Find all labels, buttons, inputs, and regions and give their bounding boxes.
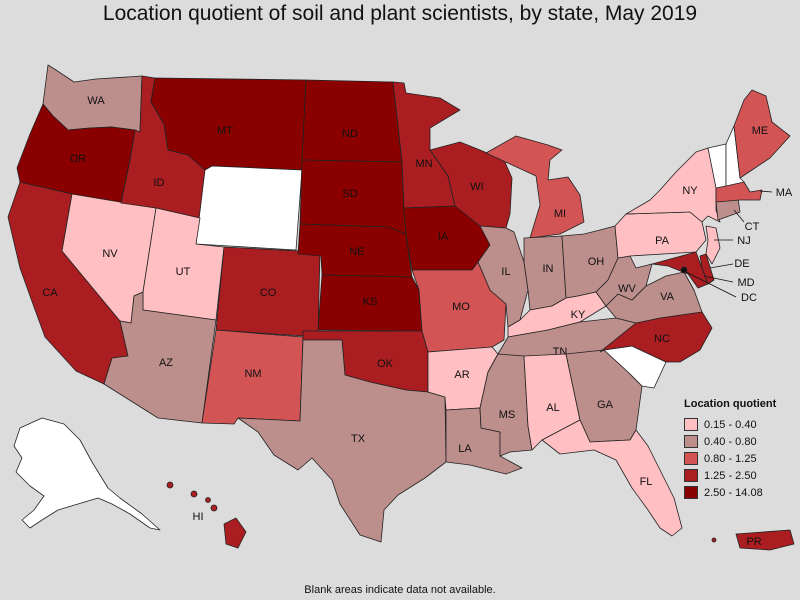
state-label-MA: MA bbox=[776, 187, 793, 199]
state-HI[interactable] bbox=[166, 481, 247, 549]
state-label-ME: ME bbox=[752, 125, 769, 137]
legend-swatch bbox=[684, 469, 698, 482]
state-label-OK: OK bbox=[377, 358, 394, 370]
state-MI[interactable] bbox=[485, 135, 585, 239]
state-ME[interactable] bbox=[733, 89, 791, 179]
state-label-IA: IA bbox=[438, 231, 449, 243]
state-DC[interactable] bbox=[680, 266, 688, 274]
state-label-MT: MT bbox=[217, 125, 233, 137]
state-NY[interactable] bbox=[625, 147, 721, 223]
legend: Location quotient 0.15 - 0.40 0.40 - 0.8… bbox=[684, 398, 796, 501]
footnote: Blank areas indicate data not available. bbox=[304, 584, 496, 596]
state-MS[interactable] bbox=[479, 353, 533, 457]
state-label-OR: OR bbox=[70, 153, 87, 165]
legend-item: 1.25 - 2.50 bbox=[684, 467, 796, 484]
state-WI[interactable] bbox=[429, 141, 513, 229]
state-label-MI: MI bbox=[554, 208, 566, 220]
state-MD[interactable] bbox=[651, 251, 709, 289]
state-label-GA: GA bbox=[597, 399, 614, 411]
state-label-FL: FL bbox=[640, 476, 653, 488]
state-MO[interactable] bbox=[411, 261, 507, 353]
state-label-MS: MS bbox=[499, 409, 516, 421]
legend-label: 0.15 - 0.40 bbox=[704, 418, 757, 431]
state-label-TX: TX bbox=[351, 433, 366, 445]
state-TX[interactable] bbox=[237, 339, 447, 543]
state-label-WI: WI bbox=[470, 181, 483, 193]
state-NH[interactable] bbox=[725, 125, 745, 187]
state-label-NV: NV bbox=[102, 248, 118, 260]
state-label-IN: IN bbox=[543, 263, 554, 275]
map-title: Location quotient of soil and plant scie… bbox=[102, 2, 698, 25]
legend-item: 0.15 - 0.40 bbox=[684, 416, 796, 433]
state-label-AR: AR bbox=[454, 369, 469, 381]
legend-swatch bbox=[684, 486, 698, 499]
state-label-PR: PR bbox=[746, 536, 761, 548]
state-label-IL: IL bbox=[501, 266, 510, 278]
state-label-MN: MN bbox=[415, 158, 432, 170]
legend-label: 2.50 - 14.08 bbox=[704, 486, 763, 499]
state-label-DE: DE bbox=[734, 258, 749, 270]
state-label-ND: ND bbox=[342, 128, 358, 140]
state-DE[interactable] bbox=[699, 253, 715, 285]
legend-swatch bbox=[684, 452, 698, 465]
state-label-KS: KS bbox=[363, 296, 378, 308]
state-label-VA: VA bbox=[660, 291, 675, 303]
state-label-NJ: NJ bbox=[737, 235, 750, 247]
state-label-HI: HI bbox=[193, 511, 204, 523]
callout-lines bbox=[685, 190, 773, 298]
legend-label: 0.80 - 1.25 bbox=[704, 452, 757, 465]
state-PR[interactable] bbox=[735, 529, 795, 551]
state-label-NC: NC bbox=[654, 333, 670, 345]
legend-item: 0.80 - 1.25 bbox=[684, 450, 796, 467]
state-label-DC: DC bbox=[741, 292, 757, 304]
state-NJ[interactable] bbox=[705, 225, 721, 265]
state-label-CT: CT bbox=[745, 221, 760, 233]
state-label-CO: CO bbox=[260, 287, 277, 299]
state-label-PA: PA bbox=[655, 235, 670, 247]
state-AK[interactable] bbox=[13, 417, 161, 531]
state-MN[interactable] bbox=[392, 81, 461, 209]
state-label-WV: WV bbox=[618, 283, 636, 295]
state-label-MO: MO bbox=[452, 301, 470, 313]
legend-item: 0.40 - 0.80 bbox=[684, 433, 796, 450]
state-label-SD: SD bbox=[342, 188, 357, 200]
state-label-UT: UT bbox=[176, 266, 191, 278]
legend-title: Location quotient bbox=[684, 398, 777, 410]
state-label-NE: NE bbox=[349, 246, 364, 258]
state-label-LA: LA bbox=[458, 443, 472, 455]
state-FL[interactable] bbox=[541, 419, 683, 537]
state-label-AL: AL bbox=[546, 402, 559, 414]
legend-label: 0.40 - 0.80 bbox=[704, 435, 757, 448]
state-WY[interactable] bbox=[195, 165, 303, 251]
state-label-MD-callout: MD bbox=[737, 277, 754, 289]
legend-item: 2.50 - 14.08 bbox=[684, 484, 796, 501]
state-MA[interactable] bbox=[715, 181, 763, 203]
state-PR-islet bbox=[711, 537, 717, 543]
state-label-ID: ID bbox=[154, 177, 165, 189]
state-label-OH: OH bbox=[588, 256, 605, 268]
legend-label: 1.25 - 2.50 bbox=[704, 469, 757, 482]
legend-swatch bbox=[684, 418, 698, 431]
state-label-NY: NY bbox=[682, 185, 698, 197]
state-label-WA: WA bbox=[87, 95, 105, 107]
state-ND[interactable] bbox=[301, 79, 403, 163]
state-label-CA: CA bbox=[42, 287, 58, 299]
state-label-AZ: AZ bbox=[159, 357, 173, 369]
state-label-NM: NM bbox=[244, 368, 261, 380]
legend-swatch bbox=[684, 435, 698, 448]
state-label-KY: KY bbox=[571, 309, 586, 321]
